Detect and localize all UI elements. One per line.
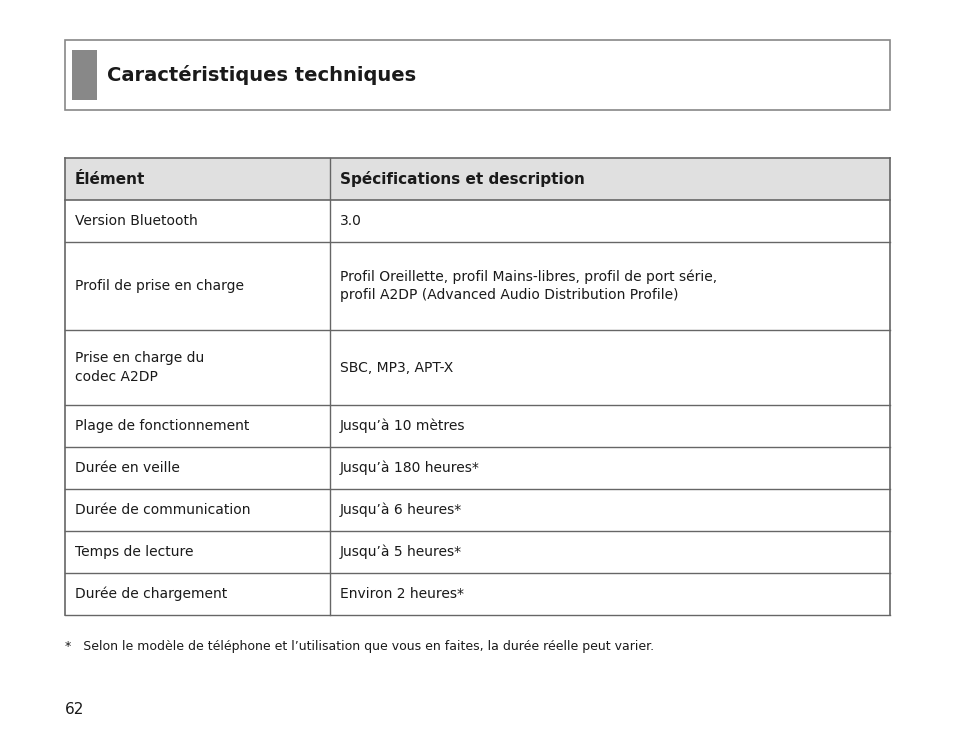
Text: *   Selon le modèle de téléphone et l’utilisation que vous en faites, la durée r: * Selon le modèle de téléphone et l’util… xyxy=(65,640,654,653)
Text: Élément: Élément xyxy=(75,171,145,186)
Text: 3.0: 3.0 xyxy=(339,214,361,228)
Text: Temps de lecture: Temps de lecture xyxy=(75,545,193,559)
Text: Durée de communication: Durée de communication xyxy=(75,503,251,517)
Text: Environ 2 heures*: Environ 2 heures* xyxy=(339,587,463,601)
Text: Caractéristiques techniques: Caractéristiques techniques xyxy=(107,65,416,85)
Text: Plage de fonctionnement: Plage de fonctionnement xyxy=(75,419,249,433)
Text: Version Bluetooth: Version Bluetooth xyxy=(75,214,197,228)
Text: SBC, MP3, APT-X: SBC, MP3, APT-X xyxy=(339,361,453,375)
Text: Jusqu’à 6 heures*: Jusqu’à 6 heures* xyxy=(339,503,462,517)
Text: Jusqu’à 5 heures*: Jusqu’à 5 heures* xyxy=(339,545,461,559)
Text: Jusqu’à 10 mètres: Jusqu’à 10 mètres xyxy=(339,418,465,433)
FancyBboxPatch shape xyxy=(65,158,889,200)
Text: Spécifications et description: Spécifications et description xyxy=(339,171,584,187)
Text: Durée en veille: Durée en veille xyxy=(75,461,180,475)
Text: Jusqu’à 180 heures*: Jusqu’à 180 heures* xyxy=(339,461,479,475)
Text: Durée de chargement: Durée de chargement xyxy=(75,587,227,601)
Text: 62: 62 xyxy=(65,703,84,718)
FancyBboxPatch shape xyxy=(65,40,889,110)
Text: Profil Oreillette, profil Mains-libres, profil de port série,
profil A2DP (Advan: Profil Oreillette, profil Mains-libres, … xyxy=(339,269,717,303)
Text: Prise en charge du
codec A2DP: Prise en charge du codec A2DP xyxy=(75,351,204,384)
FancyBboxPatch shape xyxy=(71,50,97,100)
Text: Profil de prise en charge: Profil de prise en charge xyxy=(75,279,244,293)
